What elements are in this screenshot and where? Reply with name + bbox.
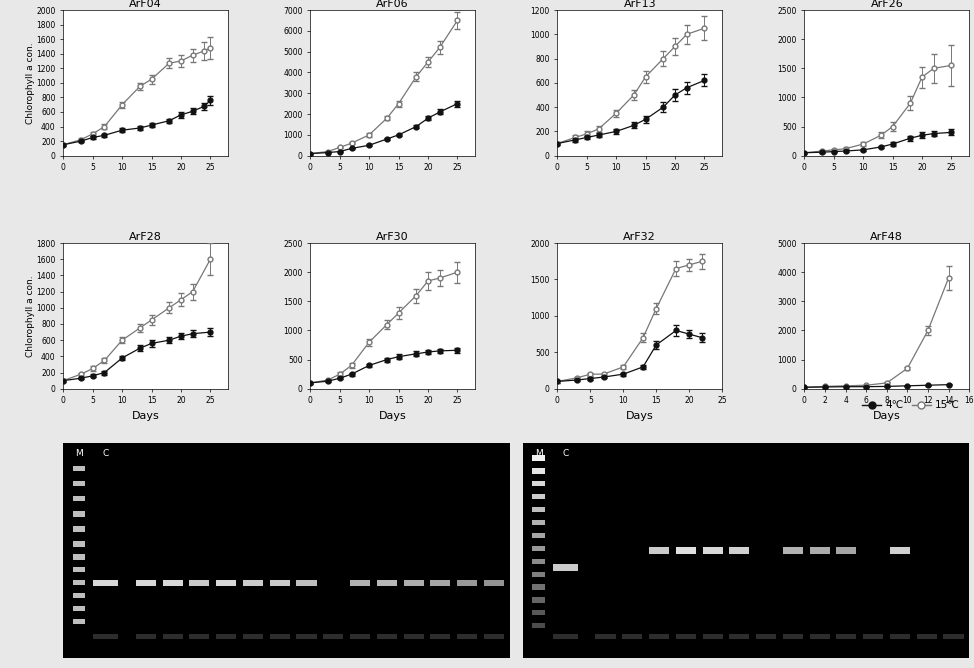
Bar <box>649 547 669 554</box>
Bar <box>783 547 803 554</box>
Bar <box>73 526 85 532</box>
Bar <box>350 634 370 639</box>
Bar <box>532 468 544 474</box>
Bar <box>484 580 504 586</box>
Bar <box>532 481 544 486</box>
Bar <box>403 634 424 639</box>
Bar <box>532 558 544 564</box>
Bar <box>756 634 776 639</box>
Bar <box>323 634 343 639</box>
Bar <box>532 584 544 590</box>
Bar <box>944 634 963 639</box>
Bar <box>890 547 910 554</box>
Bar <box>431 580 450 586</box>
Bar <box>163 634 183 639</box>
Bar <box>73 554 85 560</box>
Bar <box>676 634 695 639</box>
Bar <box>73 567 85 572</box>
Bar <box>135 634 156 639</box>
Bar <box>94 634 118 639</box>
Bar <box>730 634 749 639</box>
Bar <box>809 547 830 554</box>
Bar <box>676 547 695 554</box>
Bar <box>135 580 156 586</box>
Bar <box>532 520 544 525</box>
Bar <box>532 572 544 576</box>
Bar <box>73 496 85 502</box>
Bar <box>783 634 803 639</box>
Bar <box>296 580 317 586</box>
Bar <box>595 634 616 639</box>
X-axis label: Days: Days <box>131 411 160 421</box>
Bar <box>270 580 289 586</box>
Bar <box>216 580 237 586</box>
Title: ArF30: ArF30 <box>376 232 409 242</box>
Y-axis label: Chlorophyll a con.: Chlorophyll a con. <box>26 42 35 124</box>
Bar <box>553 634 578 639</box>
Text: C: C <box>102 450 109 458</box>
Text: M: M <box>75 450 83 458</box>
X-axis label: Days: Days <box>626 411 654 421</box>
Bar <box>553 564 578 571</box>
Bar <box>532 623 544 629</box>
Bar <box>702 634 723 639</box>
Bar <box>243 634 263 639</box>
Bar <box>216 634 237 639</box>
Bar <box>350 580 370 586</box>
Bar <box>73 593 85 599</box>
Bar <box>837 547 856 554</box>
Bar <box>73 619 85 624</box>
Bar <box>189 580 209 586</box>
Bar <box>730 547 749 554</box>
Title: ArF28: ArF28 <box>130 232 162 242</box>
Text: M: M <box>535 450 543 458</box>
Bar <box>532 611 544 615</box>
Title: ArF13: ArF13 <box>623 0 656 9</box>
Bar <box>532 456 544 461</box>
X-axis label: Days: Days <box>379 411 406 421</box>
Bar <box>457 580 477 586</box>
Bar <box>163 580 183 586</box>
Bar <box>532 597 544 603</box>
Bar <box>809 634 830 639</box>
Bar <box>649 634 669 639</box>
Bar <box>431 634 450 639</box>
Bar <box>73 542 85 546</box>
Y-axis label: Chlorophyll a con.: Chlorophyll a con. <box>26 275 35 357</box>
Bar <box>296 634 317 639</box>
Text: C: C <box>562 450 569 458</box>
Bar <box>243 580 263 586</box>
Bar <box>457 634 477 639</box>
Bar <box>837 634 856 639</box>
Bar <box>377 634 396 639</box>
Bar <box>890 634 910 639</box>
Bar <box>94 580 118 586</box>
Bar <box>189 634 209 639</box>
Bar <box>73 580 85 585</box>
Title: ArF48: ArF48 <box>871 232 903 242</box>
Title: ArF26: ArF26 <box>871 0 903 9</box>
Bar <box>863 634 883 639</box>
Bar <box>532 546 544 551</box>
Bar <box>377 580 396 586</box>
X-axis label: Days: Days <box>873 411 901 421</box>
Bar <box>702 547 723 554</box>
Bar <box>532 494 544 499</box>
Title: ArF04: ArF04 <box>130 0 162 9</box>
Bar <box>917 634 937 639</box>
Title: ArF06: ArF06 <box>376 0 409 9</box>
Bar <box>532 533 544 538</box>
Bar <box>73 481 85 486</box>
Bar <box>403 580 424 586</box>
Bar <box>73 606 85 611</box>
Bar <box>73 511 85 516</box>
Legend: 4℃, 15℃: 4℃, 15℃ <box>858 396 964 414</box>
Bar <box>73 466 85 472</box>
Bar <box>484 634 504 639</box>
Bar <box>622 634 642 639</box>
Bar <box>532 507 544 512</box>
Title: ArF32: ArF32 <box>623 232 656 242</box>
Bar <box>270 634 289 639</box>
